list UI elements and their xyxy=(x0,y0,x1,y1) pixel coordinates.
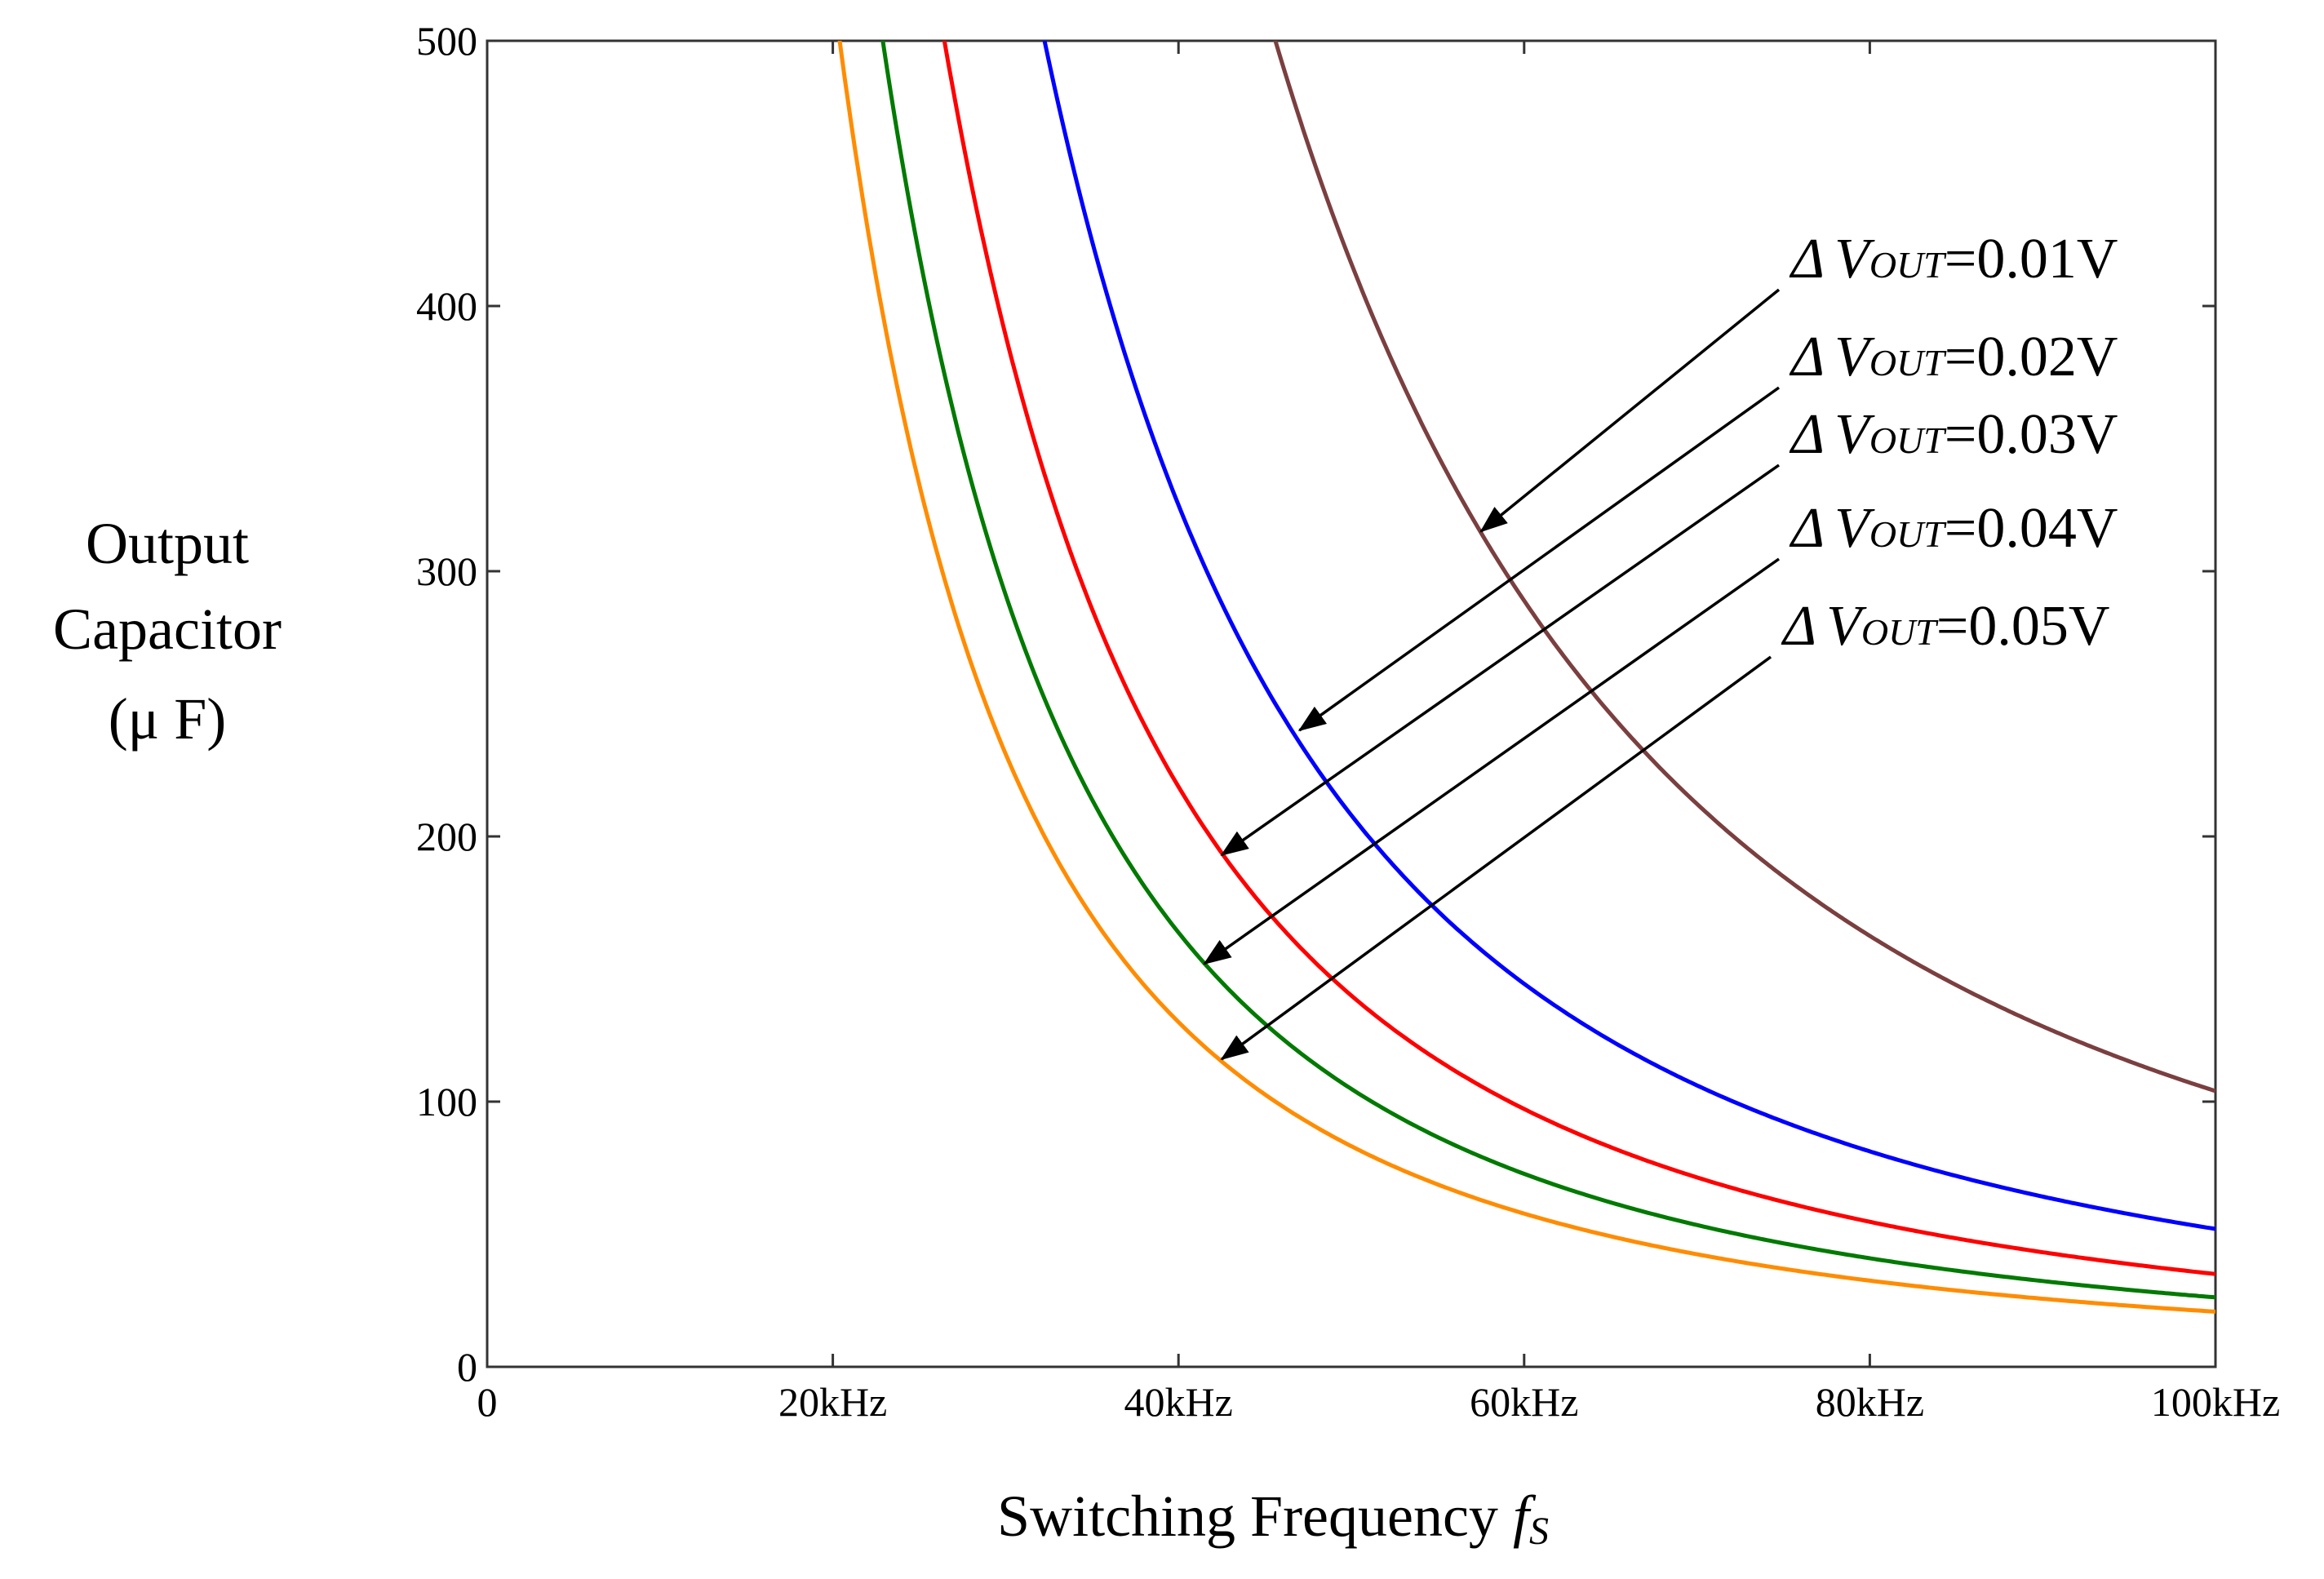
x-tick-label: 0 xyxy=(477,1379,498,1425)
annotation-var: V xyxy=(1834,497,1875,560)
y-axis-title-line-2: Capacitor xyxy=(53,597,282,662)
annotation-sub: OUT xyxy=(1869,244,1947,286)
plot-area-frame xyxy=(486,39,2217,1368)
annotation-sub: OUT xyxy=(1861,611,1939,653)
annotation-var: V xyxy=(1826,595,1867,658)
y-axis-title-line-3: (μ F) xyxy=(109,686,227,752)
annotation-sub: OUT xyxy=(1869,513,1947,555)
x-axis-title-symbol-sub: S xyxy=(1529,1510,1549,1553)
y-tick-label: 500 xyxy=(416,18,477,64)
annotation-arrow-3 xyxy=(1220,463,1781,857)
series-line-4 xyxy=(880,41,2215,1300)
axis-tick-labels: 0 20kHz 40kHz 60kHz 80kHz 100kHz 0 100 200 300 400… xyxy=(416,18,2280,1425)
series-line-5 xyxy=(837,41,2215,1314)
annotation-value: =0.01V xyxy=(1945,228,2118,291)
annotation-arrow-5 xyxy=(1220,655,1772,1061)
annotation-arrow-2 xyxy=(1297,386,1781,732)
x-tick-label: 40kHz xyxy=(1124,1379,1233,1425)
annotation-arrow-1 xyxy=(1479,288,1781,533)
annotation-arrow-4 xyxy=(1203,557,1781,965)
annotation-var: V xyxy=(1834,326,1875,388)
data-series xyxy=(837,41,2215,1314)
annotation-var: V xyxy=(1834,228,1875,291)
x-tick-label: 100kHz xyxy=(2151,1379,2280,1425)
series-line-3 xyxy=(942,41,2215,1276)
annotation-delta: Δ xyxy=(1789,403,1825,466)
annotation-sub: OUT xyxy=(1869,342,1947,384)
annotation-label-5: Δ VOUT=0.05V xyxy=(1781,595,2109,658)
annotation-label-3: Δ VOUT=0.03V xyxy=(1789,403,2118,466)
y-axis-title: Output Capacitor (μ F) xyxy=(53,511,282,752)
annotation-sub: OUT xyxy=(1869,419,1947,461)
axis-ticks xyxy=(487,41,2215,1367)
annotation-delta: Δ xyxy=(1789,228,1825,291)
annotation-value: =0.04V xyxy=(1945,497,2118,560)
annotation-label-1: Δ VOUT=0.01V xyxy=(1789,228,2118,291)
series-line-2 xyxy=(1042,41,2215,1231)
x-axis-title-text: Switching Frequency xyxy=(997,1484,1513,1549)
y-tick-label: 400 xyxy=(416,283,477,329)
annotation-value: =0.02V xyxy=(1945,326,2118,388)
annotation-label-4: Δ VOUT=0.04V xyxy=(1789,497,2118,560)
x-axis-title: Switching Frequency fS xyxy=(997,1484,1549,1553)
y-axis-title-line-1: Output xyxy=(86,511,249,576)
annotation-label-2: Δ VOUT=0.02V xyxy=(1789,326,2118,388)
y-tick-label: 300 xyxy=(416,548,477,594)
annotation-value: =0.03V xyxy=(1945,403,2118,466)
x-tick-label: 80kHz xyxy=(1816,1379,1924,1425)
annotation-delta: Δ xyxy=(1789,326,1825,388)
y-tick-label: 100 xyxy=(416,1079,477,1124)
y-tick-label: 0 xyxy=(457,1344,477,1390)
annotation-value: =0.05V xyxy=(1936,595,2110,658)
annotation-var: V xyxy=(1834,403,1875,466)
annotation-delta: Δ xyxy=(1789,497,1825,560)
y-tick-label: 200 xyxy=(416,814,477,859)
x-tick-label: 60kHz xyxy=(1470,1379,1578,1425)
x-tick-label: 20kHz xyxy=(778,1379,887,1425)
annotation-delta: Δ xyxy=(1781,595,1816,658)
series-line-1 xyxy=(1273,41,2215,1093)
